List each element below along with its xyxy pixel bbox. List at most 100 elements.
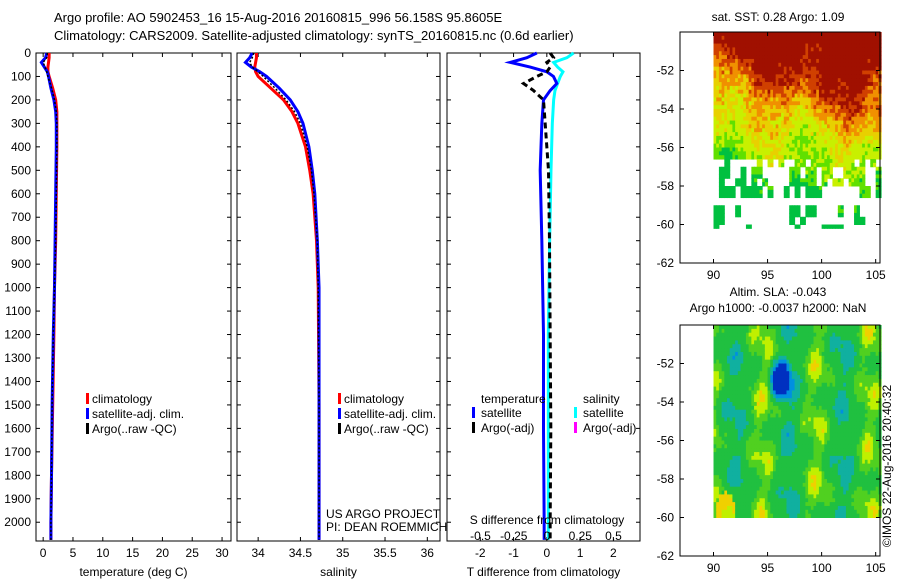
map-cell (781, 51, 785, 56)
map-cell (759, 109, 763, 114)
map-cell (797, 224, 801, 229)
map-cell (859, 159, 863, 164)
map-cell (800, 409, 804, 415)
map-cell (729, 486, 733, 492)
map-cell (783, 375, 787, 380)
map-cell (837, 178, 842, 183)
map-cell (829, 351, 833, 357)
map-cell (848, 155, 852, 160)
map-cell (837, 70, 842, 75)
map-cell (724, 471, 728, 476)
map-cell (859, 97, 863, 102)
map-cell (745, 471, 750, 476)
map-cell (737, 51, 742, 56)
map-cell (808, 382, 812, 388)
map-cell (754, 428, 758, 434)
map-cell (772, 436, 777, 441)
map-cell (872, 155, 877, 160)
map-cell (854, 112, 858, 118)
y-tick-label: 1000 (4, 281, 31, 295)
map-cell (829, 382, 833, 388)
map-cell (767, 409, 771, 415)
map-cell (748, 394, 752, 399)
map-cell (716, 93, 720, 98)
map-cell (756, 509, 760, 515)
map-cell (781, 494, 785, 499)
map-cell (737, 143, 742, 148)
map-cell (729, 432, 733, 438)
map-cell (767, 139, 771, 145)
map-cell (802, 409, 806, 415)
map-cell (802, 332, 806, 338)
map-cell (808, 166, 812, 172)
map-cell (772, 155, 777, 160)
map-cell (818, 32, 823, 37)
map-cell (791, 409, 796, 415)
map-cell (808, 467, 812, 472)
map-cell (797, 386, 801, 391)
map-cell (835, 58, 839, 64)
map-cell (864, 66, 869, 71)
map-cell (778, 394, 782, 399)
map-cell (783, 155, 787, 160)
map-cell (772, 55, 777, 60)
map-cell (802, 132, 806, 137)
map-cell (821, 452, 825, 457)
map-cell (810, 112, 815, 118)
map-cell (770, 440, 774, 445)
map-cell (813, 336, 817, 341)
map-cell (783, 147, 787, 152)
map-cell (789, 166, 793, 172)
map-cell (791, 463, 796, 468)
map-cell (805, 139, 809, 145)
map-cell (716, 359, 720, 364)
map-cell (848, 174, 852, 179)
map-cell (732, 32, 736, 37)
map-cell (759, 128, 763, 133)
map-cell (735, 47, 739, 52)
map-cell (762, 328, 766, 334)
map-cell (789, 421, 793, 426)
map-cell (767, 109, 771, 114)
map-cell (727, 394, 731, 399)
map-cell (786, 348, 790, 353)
map-cell (772, 405, 777, 411)
map-cell (724, 109, 728, 114)
map-cell (797, 505, 801, 511)
map-cell (737, 382, 742, 388)
map-cell (813, 463, 817, 468)
map-cell (748, 436, 752, 441)
map-cell (791, 375, 796, 380)
map-cell (745, 363, 750, 368)
map-cell (816, 513, 820, 518)
map-cell (835, 120, 839, 125)
map-cell (802, 35, 806, 41)
map-cell (789, 444, 793, 449)
map-cell (827, 355, 831, 361)
map-cell (713, 351, 717, 357)
map-cell (729, 55, 733, 60)
map-cell (775, 494, 779, 499)
map-cell (759, 336, 763, 341)
map-cell (791, 139, 796, 145)
map-cell (802, 486, 806, 492)
map-cell (748, 325, 752, 330)
map-cell (816, 51, 820, 56)
map-cell (786, 89, 790, 95)
map-cell (805, 212, 809, 218)
map-cell (816, 355, 820, 361)
map-cell (721, 128, 725, 133)
map-cell (813, 78, 817, 83)
map-cell (802, 93, 806, 98)
map-cell (778, 351, 782, 357)
map-cell (808, 328, 812, 334)
map-cell (724, 513, 728, 518)
map-cell (791, 143, 796, 148)
map-cell (851, 151, 855, 156)
map-cell (735, 498, 739, 503)
map-cell (754, 151, 758, 156)
map-cell (781, 436, 785, 441)
map-cell (797, 151, 801, 156)
map-cell (835, 328, 839, 334)
map-cell (789, 66, 793, 71)
